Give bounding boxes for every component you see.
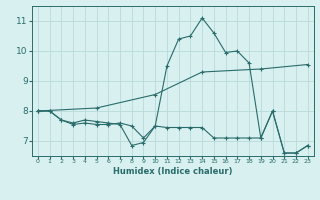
X-axis label: Humidex (Indice chaleur): Humidex (Indice chaleur) <box>113 167 233 176</box>
